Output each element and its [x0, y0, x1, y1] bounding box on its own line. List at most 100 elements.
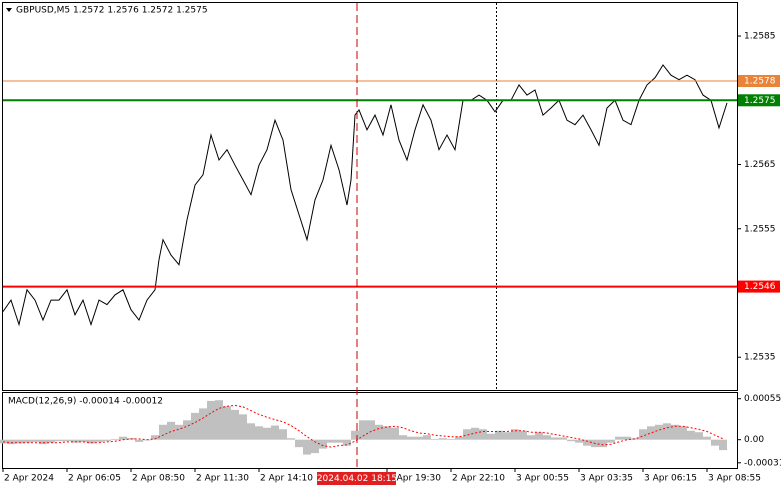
histogram-bar — [63, 439, 71, 442]
histogram-bar — [111, 438, 119, 440]
level-label: 1.2575 — [744, 96, 776, 106]
histogram-bar — [55, 439, 63, 442]
x-tick-label: 2 Apr 22:10 — [452, 474, 505, 484]
macd-panel — [2, 392, 738, 469]
price-panel — [2, 2, 738, 391]
x-tick-label: 2 Apr 19:30 — [388, 474, 441, 484]
x-tick-label: 3 Apr 08:55 — [708, 474, 761, 484]
level-label: 1.2578 — [744, 77, 776, 87]
histogram-bar — [351, 430, 359, 440]
histogram-bar — [455, 436, 463, 440]
histogram-bar — [87, 439, 95, 444]
histogram-bar — [311, 439, 319, 454]
histogram-bar — [423, 435, 431, 440]
histogram-bar — [231, 409, 239, 440]
y-tick-label: 1.2555 — [744, 224, 776, 234]
histogram-bar — [79, 439, 87, 442]
histogram-bar — [95, 439, 103, 442]
histogram-bar — [279, 429, 287, 440]
histogram-bar — [495, 430, 503, 440]
histogram-bar — [687, 430, 695, 440]
histogram-bar — [191, 412, 199, 440]
histogram-bar — [303, 439, 311, 455]
cursor-label: 2024.04.02 18:15 — [317, 474, 397, 484]
y-tick-label: 1.2565 — [744, 160, 776, 170]
x-tick-label: 3 Apr 03:35 — [580, 474, 633, 484]
histogram-bar — [431, 438, 439, 440]
histogram-bar — [631, 438, 639, 440]
histogram-bar — [183, 420, 191, 440]
histogram-bar — [367, 420, 375, 440]
menu-arrow — [6, 8, 12, 12]
histogram-bar — [583, 439, 591, 446]
histogram-bar — [599, 439, 607, 448]
x-tick-label: 2 Apr 2024 — [4, 474, 54, 484]
histogram-bar — [23, 439, 31, 443]
histogram-bar — [607, 439, 615, 443]
signal-line — [2, 404, 724, 448]
histogram-bar — [463, 429, 471, 440]
histogram-bar — [391, 427, 399, 440]
histogram-bar — [295, 439, 303, 448]
macd-title: MACD(12,26,9) -0.00014 -0.00012 — [8, 397, 163, 407]
histogram-bar — [199, 408, 207, 440]
histogram-bar — [719, 439, 727, 451]
x-tick-label: 2 Apr 06:05 — [68, 474, 121, 484]
histogram-bar — [383, 426, 391, 440]
x-tick-label: 2 Apr 08:50 — [132, 474, 185, 484]
histogram-bar — [511, 429, 519, 440]
y-tick-label: 1.2585 — [744, 32, 776, 42]
histogram-bar — [239, 414, 247, 440]
histogram-bar — [679, 426, 687, 440]
histogram-bar — [415, 436, 423, 440]
x-tick-label: 2 Apr 14:10 — [260, 474, 313, 484]
histogram-bar — [671, 424, 679, 440]
y-tick-label: -0.00031 — [744, 458, 781, 468]
histogram-bar — [151, 435, 159, 440]
histogram-bar — [327, 439, 335, 443]
cursor-label-bg — [317, 472, 396, 485]
y-tick-label: 1.2535 — [744, 353, 776, 363]
histogram-bar — [519, 430, 527, 440]
histogram-bar — [103, 439, 111, 442]
histogram-bar — [159, 424, 167, 440]
y-tick-label: 0.00 — [744, 435, 764, 445]
histogram-bar — [623, 436, 631, 440]
histogram-bar — [71, 439, 79, 443]
histogram-bar — [119, 436, 127, 440]
x-tick-label: 2 Apr 11:30 — [196, 474, 249, 484]
y-tick-label: 0.00055 — [744, 394, 781, 404]
histogram-bar — [255, 426, 263, 440]
histogram-bar — [647, 426, 655, 440]
histogram-bar — [663, 423, 671, 440]
histogram-bar — [271, 425, 279, 440]
histogram-bar — [503, 432, 511, 440]
x-tick-label: 3 Apr 00:55 — [516, 474, 569, 484]
histogram-bar — [39, 439, 47, 445]
histogram-bar — [207, 400, 215, 440]
histogram-bar — [319, 439, 327, 449]
histogram-bar — [639, 429, 647, 440]
histogram-bar — [447, 438, 455, 440]
chart-title: GBPUSD,M5 1.2572 1.2576 1.2572 1.2575 — [16, 6, 208, 16]
histogram-bar — [479, 429, 487, 440]
histogram-bar — [359, 420, 367, 440]
histogram-bar — [7, 439, 15, 445]
histogram-bar — [575, 439, 583, 443]
histogram-bar — [215, 400, 223, 440]
histogram-bar — [175, 424, 183, 440]
level-label-bg — [738, 280, 780, 293]
histogram-bar — [655, 424, 663, 440]
histogram-bar — [31, 439, 39, 442]
histogram-bar — [223, 406, 231, 440]
histogram-bar — [471, 427, 479, 440]
histogram-bar — [615, 436, 623, 440]
histogram-bar — [15, 439, 23, 444]
histogram-bar — [247, 423, 255, 440]
histogram-bar — [407, 436, 415, 440]
histogram-bar — [543, 435, 551, 440]
histogram-bar — [343, 439, 351, 446]
level-label-bg — [738, 94, 780, 107]
